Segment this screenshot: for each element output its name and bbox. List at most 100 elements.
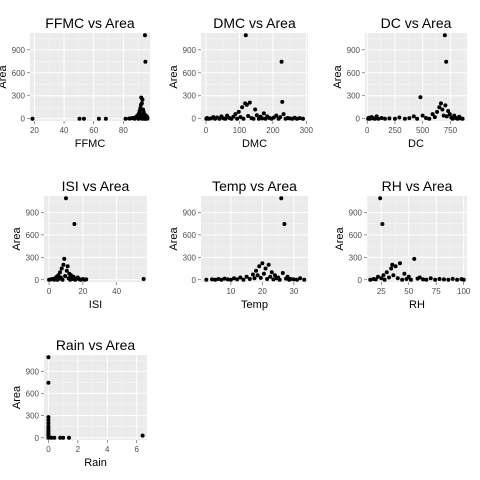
x-axis-label: RH <box>409 299 425 311</box>
chart-panel-2: 0 300 600 900 0 100 200 300 DMC vs Area DMC Area <box>168 15 314 150</box>
data-point <box>432 115 437 120</box>
x-tick-label: 250 <box>388 126 402 135</box>
data-point <box>46 421 51 425</box>
data-point <box>139 101 144 106</box>
x-tick-label: 0 <box>47 287 52 296</box>
y-axis-label: Area <box>11 227 23 251</box>
y-tick-label: 600 <box>347 69 361 78</box>
chart-title: Rain vs Area <box>56 337 136 353</box>
x-tick-label: 0 <box>204 126 209 135</box>
data-point <box>46 418 51 423</box>
plot-background <box>201 196 308 282</box>
x-tick-label: 30 <box>289 287 298 296</box>
x-tick-label: 4 <box>105 445 110 454</box>
data-point <box>30 116 35 121</box>
data-point <box>440 107 445 112</box>
data-point <box>376 116 381 121</box>
x-tick-label: 20 <box>78 287 87 296</box>
data-point <box>415 116 420 121</box>
data-point <box>49 435 54 440</box>
y-axis-label: Area <box>334 227 346 251</box>
data-point <box>447 112 452 117</box>
data-point <box>455 277 460 282</box>
data-point <box>418 95 423 100</box>
data-point <box>381 273 386 278</box>
data-point <box>408 277 413 282</box>
y-tick-label: 300 <box>12 92 26 101</box>
data-point <box>142 33 147 38</box>
data-point <box>235 277 240 282</box>
data-point <box>386 275 391 280</box>
x-tick-label: 20 <box>258 287 267 296</box>
data-point <box>402 271 407 276</box>
chart-panel-6: 0 300 600 900 25 50 75 100 RH vs Area RH Area <box>334 178 471 311</box>
y-tick-label: 300 <box>26 412 40 421</box>
y-tick-label: 600 <box>183 231 197 240</box>
x-tick-label: 0 <box>46 445 51 454</box>
y-tick-label: 900 <box>26 367 40 376</box>
data-point <box>461 277 466 282</box>
y-axis-label: Area <box>168 227 180 251</box>
data-point <box>438 101 443 106</box>
data-point <box>251 116 256 121</box>
data-point <box>387 116 392 121</box>
data-point <box>417 275 422 280</box>
data-point <box>210 277 215 282</box>
data-point <box>263 266 268 271</box>
x-tick-label: 25 <box>377 287 386 296</box>
data-point <box>52 435 57 440</box>
x-tick-label: 6 <box>134 445 139 454</box>
x-tick-label: 750 <box>444 126 458 135</box>
x-tick-label: 100 <box>457 287 471 296</box>
data-point <box>103 116 108 121</box>
data-point <box>288 277 293 282</box>
data-point <box>397 261 402 266</box>
data-point <box>397 115 402 120</box>
data-point <box>254 268 259 273</box>
data-point <box>437 277 442 282</box>
y-axis-label: Area <box>11 385 23 409</box>
x-tick-label: 80 <box>119 126 128 135</box>
data-point <box>427 116 432 121</box>
data-point <box>61 435 66 440</box>
x-tick-label: 100 <box>233 126 247 135</box>
data-point <box>58 270 63 275</box>
data-point <box>277 277 282 282</box>
data-point <box>444 114 449 119</box>
data-point <box>62 256 67 261</box>
data-point <box>265 277 270 282</box>
data-point <box>140 433 145 438</box>
data-point <box>460 116 465 121</box>
data-point <box>236 109 241 114</box>
y-tick-label: 0 <box>192 276 197 285</box>
data-point <box>233 112 238 117</box>
data-point <box>421 277 426 282</box>
data-point <box>298 276 303 281</box>
data-point <box>228 277 233 282</box>
x-tick-label: 300 <box>300 126 314 135</box>
data-point <box>420 113 425 118</box>
data-point <box>380 222 385 227</box>
data-point <box>278 115 283 120</box>
data-point <box>378 196 383 201</box>
data-point <box>72 222 77 227</box>
data-point <box>442 33 447 38</box>
y-tick-label: 300 <box>183 253 197 262</box>
data-point <box>243 33 248 38</box>
data-point <box>253 107 258 112</box>
x-tick-label: 500 <box>416 126 430 135</box>
data-point <box>382 277 387 282</box>
chart-title: DC vs Area <box>381 15 452 31</box>
data-point <box>60 277 65 282</box>
data-point <box>389 266 394 271</box>
plot-background <box>201 33 308 121</box>
y-tick-label: 0 <box>356 115 361 124</box>
x-tick-label: 75 <box>432 287 441 296</box>
data-point <box>266 262 271 267</box>
data-point <box>382 116 387 121</box>
data-point <box>260 116 265 121</box>
data-point <box>213 277 218 282</box>
data-point <box>58 435 63 440</box>
data-point <box>280 99 285 104</box>
